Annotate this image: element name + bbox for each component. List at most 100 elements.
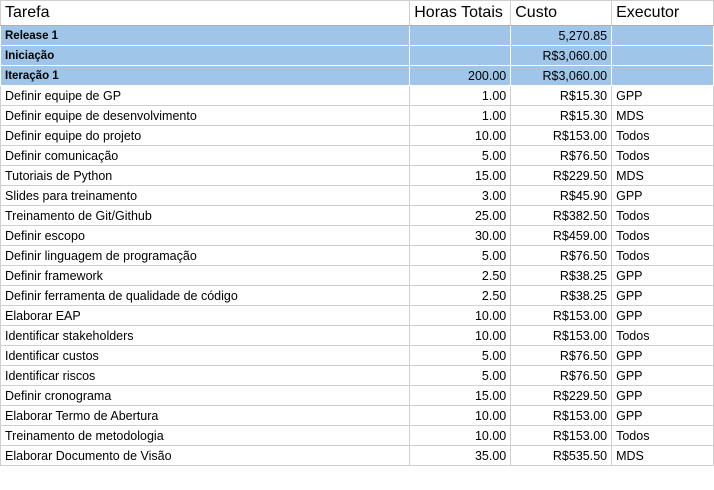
executor-cell[interactable]: GPP: [611, 285, 714, 306]
hours-cell[interactable]: 200.00: [409, 65, 512, 86]
table-row: Identificar custos 5.00 R$76.50 GPP: [0, 345, 714, 366]
executor-cell[interactable]: MDS: [611, 105, 714, 126]
executor-cell[interactable]: [611, 65, 714, 86]
cost-cell[interactable]: R$15.30: [510, 105, 613, 126]
hours-cell[interactable]: 15.00: [409, 385, 512, 406]
task-cell[interactable]: Identificar riscos: [0, 365, 411, 386]
cost-cell[interactable]: R$76.50: [510, 245, 613, 266]
hours-cell[interactable]: 10.00: [409, 305, 512, 326]
executor-cell[interactable]: GPP: [611, 85, 714, 106]
executor-cell[interactable]: Todos: [611, 245, 714, 266]
cost-cell[interactable]: R$153.00: [510, 405, 613, 426]
hours-cell[interactable]: 30.00: [409, 225, 512, 246]
header-cost[interactable]: Custo: [510, 0, 613, 26]
executor-cell[interactable]: Todos: [611, 125, 714, 146]
table-row: Elaborar Termo de Abertura 10.00 R$153.00 G…: [0, 405, 714, 426]
task-cell[interactable]: Iteração 1: [0, 65, 411, 86]
header-executor[interactable]: Executor: [611, 0, 714, 26]
hours-cell[interactable]: 1.00: [409, 85, 512, 106]
cost-cell[interactable]: 5,270.85: [510, 25, 613, 46]
task-cell[interactable]: Definir comunicação: [0, 145, 411, 166]
executor-cell[interactable]: [611, 25, 714, 46]
cost-cell[interactable]: R$153.00: [510, 425, 613, 446]
hours-cell[interactable]: [409, 25, 512, 46]
task-cell[interactable]: Tutoriais de Python: [0, 165, 411, 186]
task-cell[interactable]: Treinamento de Git/Github: [0, 205, 411, 226]
executor-cell[interactable]: GPP: [611, 185, 714, 206]
table-row: Definir escopo 30.00 R$459.00 Todos: [0, 225, 714, 246]
cost-cell[interactable]: R$76.50: [510, 345, 613, 366]
task-cell[interactable]: Definir escopo: [0, 225, 411, 246]
executor-cell[interactable]: Todos: [611, 425, 714, 446]
task-cell[interactable]: Definir ferramenta de qualidade de códig…: [0, 285, 411, 306]
executor-cell[interactable]: MDS: [611, 445, 714, 466]
table-row: Identificar stakeholders 10.00 R$153.00 Tod…: [0, 325, 714, 346]
group-row: Iniciação R$3,060.00: [0, 45, 714, 66]
hours-cell[interactable]: [409, 45, 512, 66]
executor-cell[interactable]: GPP: [611, 345, 714, 366]
hours-cell[interactable]: 3.00: [409, 185, 512, 206]
hours-cell[interactable]: 1.00: [409, 105, 512, 126]
hours-cell[interactable]: 10.00: [409, 425, 512, 446]
spreadsheet-table: Tarefa Horas Totais Custo Executor Relea…: [0, 0, 714, 466]
executor-cell[interactable]: GPP: [611, 265, 714, 286]
cost-cell[interactable]: R$76.50: [510, 365, 613, 386]
executor-cell[interactable]: GPP: [611, 305, 714, 326]
task-cell[interactable]: Definir equipe do projeto: [0, 125, 411, 146]
cost-cell[interactable]: R$535.50: [510, 445, 613, 466]
hours-cell[interactable]: 10.00: [409, 325, 512, 346]
task-cell[interactable]: Definir linguagem de programação: [0, 245, 411, 266]
executor-cell[interactable]: Todos: [611, 325, 714, 346]
task-cell[interactable]: Identificar stakeholders: [0, 325, 411, 346]
cost-cell[interactable]: R$382.50: [510, 205, 613, 226]
cost-cell[interactable]: R$153.00: [510, 325, 613, 346]
table-row: Slides para treinamento 3.00 R$45.90 GPP: [0, 185, 714, 206]
executor-cell[interactable]: GPP: [611, 385, 714, 406]
hours-cell[interactable]: 5.00: [409, 345, 512, 366]
hours-cell[interactable]: 10.00: [409, 125, 512, 146]
task-cell[interactable]: Iniciação: [0, 45, 411, 66]
task-cell[interactable]: Elaborar Termo de Abertura: [0, 405, 411, 426]
cost-cell[interactable]: R$3,060.00: [510, 65, 613, 86]
hours-cell[interactable]: 15.00: [409, 165, 512, 186]
hours-cell[interactable]: 35.00: [409, 445, 512, 466]
task-cell[interactable]: Treinamento de metodologia: [0, 425, 411, 446]
executor-cell[interactable]: Todos: [611, 205, 714, 226]
cost-cell[interactable]: R$459.00: [510, 225, 613, 246]
hours-cell[interactable]: 5.00: [409, 365, 512, 386]
cost-cell[interactable]: R$153.00: [510, 305, 613, 326]
task-cell[interactable]: Elaborar Documento de Visão: [0, 445, 411, 466]
task-cell[interactable]: Definir equipe de GP: [0, 85, 411, 106]
task-cell[interactable]: Definir cronograma: [0, 385, 411, 406]
executor-cell[interactable]: [611, 45, 714, 66]
cost-cell[interactable]: R$76.50: [510, 145, 613, 166]
cost-cell[interactable]: R$15.30: [510, 85, 613, 106]
hours-cell[interactable]: 5.00: [409, 245, 512, 266]
executor-cell[interactable]: MDS: [611, 165, 714, 186]
task-cell[interactable]: Identificar custos: [0, 345, 411, 366]
hours-cell[interactable]: 25.00: [409, 205, 512, 226]
hours-cell[interactable]: 2.50: [409, 265, 512, 286]
task-cell[interactable]: Slides para treinamento: [0, 185, 411, 206]
cost-cell[interactable]: R$38.25: [510, 285, 613, 306]
cost-cell[interactable]: R$229.50: [510, 165, 613, 186]
header-task[interactable]: Tarefa: [0, 0, 411, 26]
executor-cell[interactable]: Todos: [611, 225, 714, 246]
header-hours[interactable]: Horas Totais: [409, 0, 512, 26]
executor-cell[interactable]: GPP: [611, 405, 714, 426]
cost-cell[interactable]: R$38.25: [510, 265, 613, 286]
hours-cell[interactable]: 5.00: [409, 145, 512, 166]
hours-cell[interactable]: 10.00: [409, 405, 512, 426]
cost-cell[interactable]: R$3,060.00: [510, 45, 613, 66]
cost-cell[interactable]: R$153.00: [510, 125, 613, 146]
executor-cell[interactable]: Todos: [611, 145, 714, 166]
task-cell[interactable]: Definir equipe de desenvolvimento: [0, 105, 411, 126]
table-row: Tutoriais de Python 15.00 R$229.50 MDS: [0, 165, 714, 186]
executor-cell[interactable]: GPP: [611, 365, 714, 386]
task-cell[interactable]: Release 1: [0, 25, 411, 46]
task-cell[interactable]: Elaborar EAP: [0, 305, 411, 326]
cost-cell[interactable]: R$45.90: [510, 185, 613, 206]
hours-cell[interactable]: 2.50: [409, 285, 512, 306]
cost-cell[interactable]: R$229.50: [510, 385, 613, 406]
task-cell[interactable]: Definir framework: [0, 265, 411, 286]
